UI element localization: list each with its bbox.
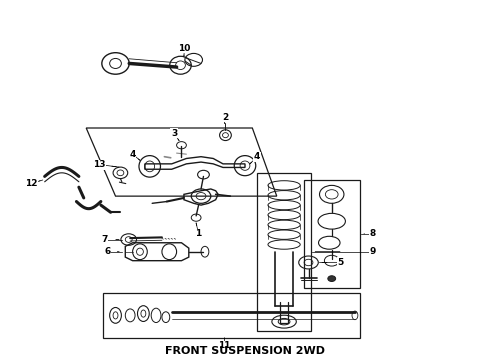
Text: 8: 8 [370,229,376,238]
Text: FRONT SUSPENSION 2WD: FRONT SUSPENSION 2WD [165,346,325,356]
Text: 13: 13 [93,160,106,169]
Text: 4: 4 [254,152,260,161]
Text: 9: 9 [370,247,376,256]
Text: 12: 12 [24,179,37,188]
Text: 11: 11 [218,341,231,350]
Ellipse shape [328,276,336,282]
Text: 2: 2 [222,113,228,122]
Text: 5: 5 [337,258,343,267]
Text: 3: 3 [171,129,177,138]
Text: 10: 10 [178,44,191,53]
Text: 4: 4 [129,150,136,159]
Text: 6: 6 [104,247,110,256]
Text: 1: 1 [196,229,202,238]
Text: 7: 7 [101,235,107,244]
